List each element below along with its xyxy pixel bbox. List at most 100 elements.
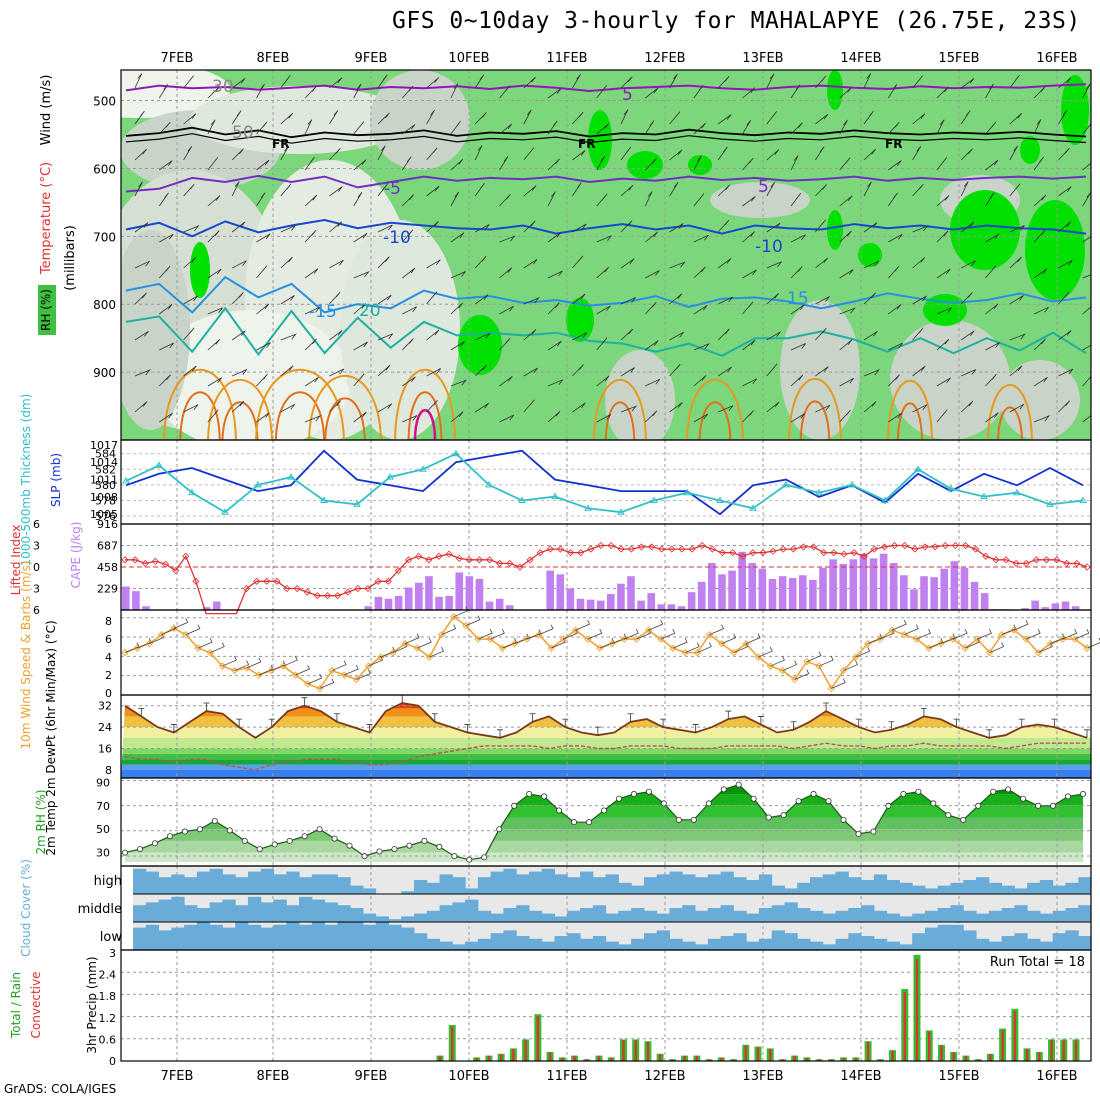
lifted-marker — [121, 556, 129, 564]
wind-barb — [231, 292, 244, 305]
cloud-cell-middle — [746, 913, 760, 922]
wind-barb — [960, 148, 973, 161]
cloud-cell-high — [631, 885, 645, 894]
temp-tick-label: 16 — [98, 743, 112, 756]
rh-marker — [885, 802, 892, 809]
rh-marker — [735, 781, 742, 788]
isotherm-FR — [125, 126, 1087, 139]
cloud-cell-high — [260, 868, 275, 894]
cloud-cell-middle — [873, 910, 888, 922]
cloud-cell-high — [541, 868, 556, 894]
panel-frame — [120, 949, 1092, 1062]
wind-barb — [863, 401, 877, 413]
cloud-cell-low — [976, 938, 990, 950]
wind-barb-10m — [636, 628, 651, 640]
cloud-cell-low — [452, 944, 466, 950]
wind-barb — [474, 364, 488, 377]
wind-barb — [572, 332, 588, 341]
cape-bar — [586, 599, 595, 610]
cloud-cell-middle — [133, 905, 147, 922]
wind-barb-10m — [234, 660, 250, 671]
isotherm-hot-2 — [274, 391, 326, 440]
cloud-cell-low — [286, 922, 300, 950]
wind-barb-10m — [1038, 642, 1053, 653]
wind-barb — [596, 305, 611, 315]
cloud-cell-high — [746, 880, 760, 894]
wind-barb — [304, 86, 317, 99]
wind-barb — [620, 220, 633, 233]
lifted-marker — [607, 541, 615, 550]
wind-barb — [815, 146, 825, 161]
lifted-marker — [293, 584, 301, 593]
wind-barb — [742, 378, 758, 387]
wind-barb — [377, 112, 390, 125]
cloud-cell-low — [797, 938, 811, 950]
rh-marker — [780, 812, 787, 819]
date-label-top: 16FEB — [1036, 51, 1077, 66]
wind-barb — [985, 233, 1000, 243]
cloud-cell-middle — [720, 905, 734, 922]
pressure-tick-label: 900 — [93, 366, 116, 380]
wind-barb — [523, 367, 539, 377]
lifted-marker — [506, 559, 514, 567]
lifted-marker — [445, 550, 453, 558]
contour-label: 30 — [212, 77, 234, 97]
cape-bar — [889, 563, 898, 610]
wind-barb-10m — [563, 628, 578, 640]
wind-barb — [1058, 148, 1070, 161]
wind-barb — [377, 183, 389, 197]
wind-barb — [304, 119, 313, 135]
precip-tick-label: 1.2 — [99, 1012, 117, 1025]
lifted-marker — [344, 588, 352, 596]
wind-barb — [183, 327, 195, 341]
cloud-cell-low — [669, 938, 683, 950]
isotherm-20 — [125, 306, 1087, 357]
isotherm-hot-8 — [897, 402, 923, 440]
isotherm-hot-9 — [997, 406, 1023, 440]
cape-bar — [566, 588, 575, 610]
cloud-cell-high — [567, 877, 581, 894]
wind-barb-10m — [952, 628, 968, 640]
wind-barb — [304, 194, 318, 207]
wind-barb-10m — [149, 633, 164, 644]
wind-barb — [742, 301, 754, 315]
temp-tick-label: 8 — [105, 764, 112, 777]
wind-barb — [231, 148, 244, 161]
precip-convective-bar — [915, 959, 919, 1061]
wind-barb-10m — [210, 642, 225, 653]
cape-bar — [778, 576, 787, 610]
cloud-cell-high — [643, 877, 658, 894]
thickness-marker — [485, 480, 493, 488]
wind-barb — [207, 157, 219, 171]
wind-barb — [572, 223, 587, 233]
cloud-cell-middle — [1039, 913, 1054, 922]
cloud-cell-middle — [797, 908, 811, 922]
temp-band — [121, 703, 1091, 709]
cloud-cell-low — [733, 933, 747, 950]
rh-marker — [1065, 793, 1072, 800]
wind-barb — [377, 256, 390, 269]
temp-max-marker — [660, 718, 667, 728]
wind-barb-10m — [989, 642, 1005, 653]
wind-barb — [620, 367, 635, 377]
cloud-cell-low — [235, 922, 249, 950]
precip-convective-bar — [989, 1054, 992, 1061]
cloud-cell-high — [758, 874, 773, 894]
precip-convective-bar — [536, 1016, 540, 1061]
wind-barb — [645, 270, 660, 279]
lifted-marker — [1032, 556, 1040, 564]
wind-barb — [912, 295, 927, 305]
wind-barb-10m — [1025, 628, 1041, 640]
cloud-cell-high — [963, 880, 977, 894]
wind-barb — [717, 184, 731, 197]
rh-marker — [406, 842, 413, 849]
lifted-marker — [172, 567, 180, 575]
lifted-marker — [425, 556, 433, 564]
pressure-tick-label: 700 — [93, 230, 116, 244]
precip-convective-bar — [622, 1040, 625, 1061]
cloud-cell-high — [247, 871, 262, 894]
wind-barb — [523, 297, 540, 305]
wind-barb — [159, 342, 175, 351]
cape-bar — [879, 553, 888, 610]
wind-barb — [839, 409, 851, 423]
